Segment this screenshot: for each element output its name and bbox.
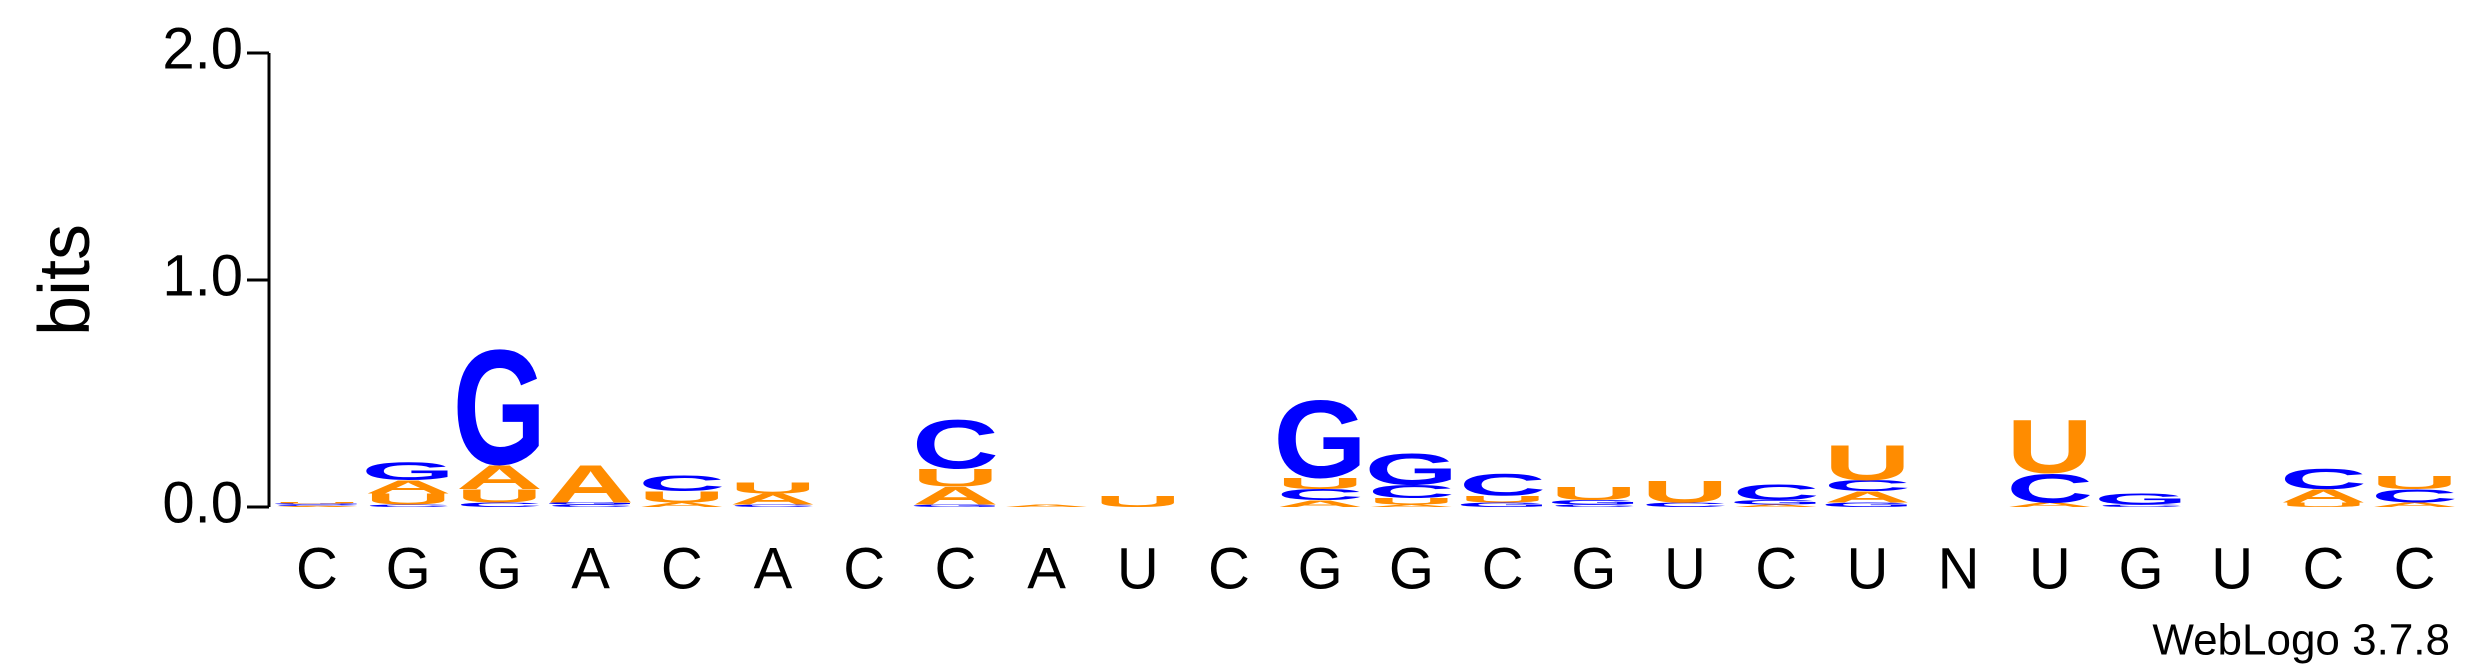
letter: U [638,488,725,506]
letter: U [1459,494,1546,505]
x-tick-label: A [571,536,610,601]
letter: U [912,464,999,492]
letter: U [1277,475,1364,493]
letter: C [2098,504,2185,508]
letter: A [2280,486,2367,507]
letter: C [2371,486,2458,507]
letter: C [2006,466,2093,512]
letter: C [547,504,634,508]
x-tick-label: C [661,536,703,601]
letter: U [1094,493,1181,511]
letter: C [730,504,817,508]
letter: U [2006,405,2093,489]
letter: C [1459,467,1546,502]
letter: A [1368,504,1455,508]
x-tick-label: A [754,536,793,601]
letter: A [547,454,634,514]
letter: A [365,476,452,497]
letter: U [1550,483,1637,504]
letter: C [1642,501,1729,508]
y-axis-label: bits [25,224,105,336]
letter: C [274,504,361,506]
letter: G [1821,501,1915,508]
letter: G [909,504,1003,508]
letter: G [361,457,455,485]
x-tick-label: N [1938,536,1980,601]
letter: U [274,502,361,504]
letter: C [2280,463,2367,495]
letter: C [1824,477,1911,495]
letter: A [638,501,725,508]
x-tick-label: U [1117,536,1159,601]
x-tick-label: C [1755,536,1797,601]
letter: G [544,502,638,506]
letter: U [1368,496,1455,507]
letter: U [365,491,452,509]
x-tick-label: G [2118,536,2163,601]
x-tick-label: G [1298,536,1343,601]
x-tick-label: A [1027,536,1066,601]
letter: G [1365,445,1459,494]
letter: G [1456,501,1550,508]
letter: C [1368,481,1455,502]
x-tick-label: U [1664,536,1706,601]
letter: A [730,491,817,509]
letter: A [2371,501,2458,508]
letter: A [1733,504,1820,508]
x-tick-label: C [2302,536,2344,601]
letter: A [1003,504,1090,508]
x-tick-label: C [1208,536,1250,601]
footer: WebLogo 3.7.8 [2152,616,2450,665]
letter: G [1273,378,1367,501]
letter: G [1547,499,1641,506]
letter: U [456,486,543,507]
x-tick-label: G [1571,536,1616,601]
letter: U [2371,472,2458,493]
letter: C [456,501,543,508]
letter: U [1824,434,1911,491]
letter: C [1550,504,1637,508]
x-tick-label: C [843,536,885,601]
x-tick-label: C [296,536,338,601]
x-tick-label: G [1389,536,1434,601]
x-tick-label: C [934,536,976,601]
x-tick-label: C [2394,536,2436,601]
letter: U [730,479,817,497]
letter: C [912,406,999,484]
letter: C [365,504,452,508]
letter: C [638,471,725,495]
letter: G [270,503,364,505]
letter: A [456,458,543,497]
x-tick-label: C [1482,536,1524,601]
letter: U [1642,474,1729,509]
letter: A [1824,488,1911,506]
letter: C [1733,481,1820,505]
letter: C [1277,486,1364,504]
letter: A [912,482,999,510]
x-tick-label: U [2211,536,2253,601]
x-tick-label: G [386,536,431,601]
y-tick-label: 1.0 [162,243,243,308]
letter: A [274,506,361,508]
letter: U [2280,501,2367,508]
letter: A [1277,499,1364,510]
y-tick-label: 2.0 [162,16,243,81]
letter: A [2006,501,2093,508]
x-tick-label: U [1846,536,1888,601]
letter: G [453,317,547,499]
y-tick-label: 0.0 [162,470,243,535]
letter: G [2094,491,2188,509]
letter: G [1729,499,1823,506]
x-tick-label: U [2029,536,2071,601]
x-tick-label: G [477,536,522,601]
